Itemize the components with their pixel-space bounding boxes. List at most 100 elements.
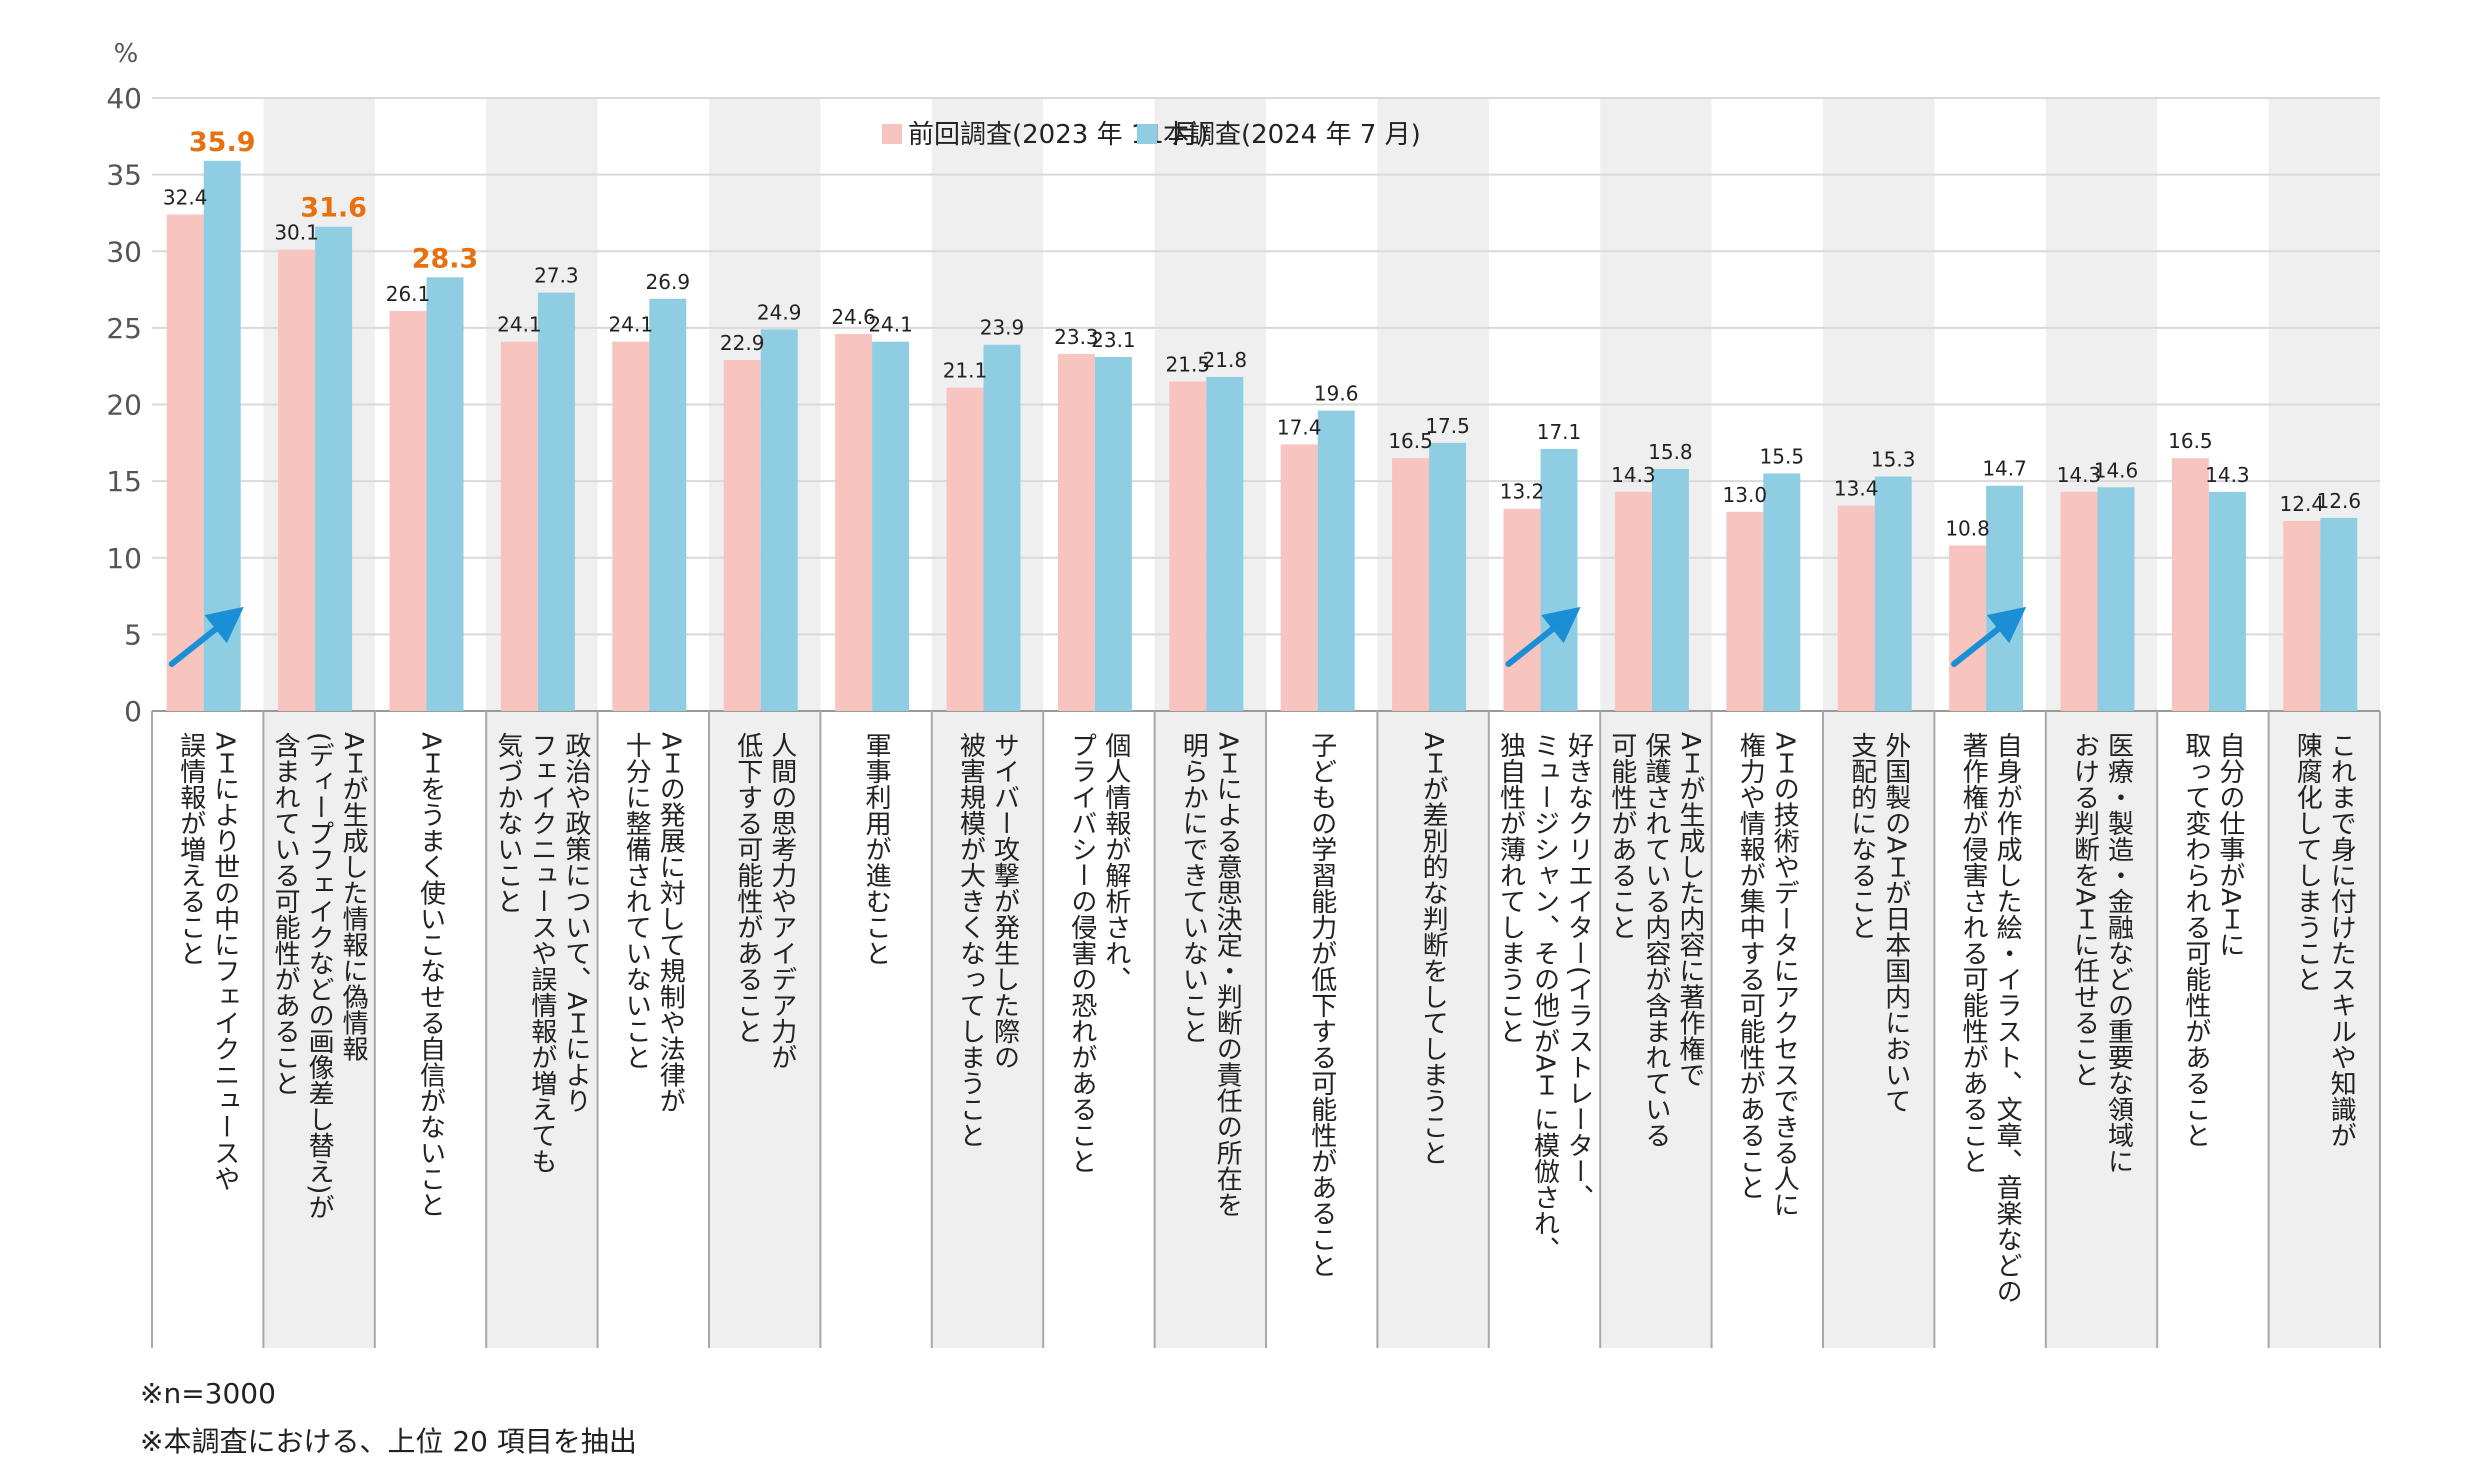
value-label: 23.1 — [1091, 328, 1136, 352]
category-label: AＩが生成した情報に偽情報(ディープフェイクなどの画像差し替え)が含まれている可… — [270, 732, 368, 1220]
bar-previous — [389, 311, 427, 711]
category-label-line: 人間の思考力やアイデア力が — [767, 732, 797, 1070]
category-label-line: フェイクニュースや誤情報が増えても — [527, 732, 557, 1174]
bar-previous — [2283, 520, 2321, 711]
bar-current — [426, 277, 464, 711]
value-label: 13.2 — [1500, 480, 1545, 504]
category-label-line: 外国製のAＩが日本国内において — [1881, 732, 1911, 1114]
value-label: 27.3 — [534, 264, 579, 288]
value-label: 21.5 — [1166, 353, 1211, 377]
category-label-line: これまで身に付けたスキルや知識が — [2326, 732, 2356, 1148]
bar-previous — [2060, 491, 2098, 711]
value-label: 13.4 — [1834, 477, 1879, 501]
y-axis: 0 5 10 15 20 25 30 35 40% — [106, 39, 142, 728]
value-label: 21.1 — [943, 359, 988, 383]
category-label-line: 明らかにできていないこと — [1178, 732, 1208, 1044]
bar-previous — [166, 214, 204, 711]
category-label-line: 保護されている内容が含まれている — [1641, 732, 1671, 1148]
value-label: 14.3 — [2057, 463, 2102, 487]
bar-current — [872, 341, 910, 711]
value-label: 32.4 — [163, 185, 208, 209]
bar-previous — [946, 387, 984, 711]
value-label: 16.5 — [1388, 429, 1433, 453]
category-label-line: 好きなクリエイター(イラストレーター、 — [1564, 732, 1594, 1210]
value-label: 12.6 — [2317, 489, 2362, 513]
value-label: 15.3 — [1871, 448, 1916, 472]
category-label-line: AＩにより世の中にフェイクニュースや — [210, 732, 240, 1192]
bar-current — [1651, 468, 1689, 711]
category-label-line: 医療・製造・金融などの重要な領域に — [2104, 732, 2134, 1174]
category-band — [2045, 98, 2158, 1348]
bars — [166, 160, 2358, 712]
bar-previous — [1057, 353, 1095, 711]
value-label: 13.0 — [1723, 483, 1768, 507]
trend-arrow-icon — [1951, 606, 2027, 667]
category-label-line: AＩの発展に対して規制や法律が — [655, 732, 685, 1114]
value-label: 15.8 — [1648, 440, 1693, 464]
category-label-line: 自身が作成した絵・イラスト、文章、音楽などの — [1992, 732, 2022, 1304]
bar-previous — [278, 249, 316, 711]
value-label: 15.5 — [1760, 444, 1805, 468]
value-label: 19.6 — [1314, 382, 1359, 406]
legend: 前回調査(2023 年 11 月)本調査(2024 年 7 月) — [882, 120, 1421, 150]
category-label: 個人情報が解析され、プライバシーの侵害の恐れがあること — [1067, 732, 1131, 1174]
category-label-line: 独自性が薄れてしまうこと — [1496, 732, 1526, 1044]
category-label-line: AＩをうまく使いこなせる自信がないこと — [416, 732, 446, 1218]
category-label: AＩが差別的な判断をしてしまうこと — [1418, 732, 1448, 1166]
y-tick-label: 20 — [106, 389, 142, 422]
y-tick-label: 5 — [124, 618, 142, 651]
bar-previous — [835, 334, 873, 711]
value-label: 17.4 — [1277, 415, 1322, 439]
value-label: 22.9 — [720, 331, 765, 355]
bar-current — [2208, 491, 2246, 711]
category-label-line: 十分に整備されていないこと — [621, 732, 651, 1070]
value-label: 24.1 — [497, 313, 542, 337]
value-label: 26.9 — [646, 270, 691, 294]
bar-previous — [1280, 444, 1318, 711]
value-label: 10.8 — [1945, 516, 1990, 540]
bar-current — [1094, 356, 1132, 711]
category-label-line: (ディープフェイクなどの画像差し替え)が — [304, 732, 334, 1220]
bar-previous — [1392, 458, 1430, 711]
category-band — [1154, 98, 1266, 1348]
footnote-method: ※本調査における、上位 20 項目を抽出 — [140, 1425, 637, 1458]
category-label-line: 権力や情報が集中する可能性があること — [1735, 732, 1765, 1200]
bar-previous — [1614, 491, 1652, 711]
value-label: 23.3 — [1054, 325, 1099, 349]
value-labels: 32.4 35.9 30.131.6 26.1 28.3 24.1 27.3 24.1 26.9… — [163, 127, 2361, 541]
category-label-line: AＩの技術やデータにアクセスできる人に — [1769, 732, 1799, 1218]
y-tick-label: 25 — [106, 312, 142, 345]
bar-current — [1317, 410, 1355, 711]
bar-current — [203, 160, 241, 711]
category-label-line: サイバー攻撃が発生した際の — [990, 732, 1020, 1070]
category-label-line: 個人情報が解析され、 — [1101, 732, 1131, 992]
value-label: 23.9 — [980, 316, 1025, 340]
category-label-line: 政治や政策について、AＩにより — [561, 732, 591, 1114]
value-label: 14.3 — [1611, 463, 1656, 487]
value-label: 21.8 — [1203, 348, 1248, 372]
value-label: 24.1 — [868, 313, 913, 337]
value-label: 35.9 — [189, 127, 256, 158]
category-bands — [263, 98, 2380, 1348]
bar-current — [760, 329, 798, 711]
value-label: 26.1 — [386, 282, 431, 306]
category-label-line: 子どもの学習能力が低下する可能性があること — [1307, 732, 1337, 1278]
legend-swatch — [1137, 124, 1157, 144]
category-label-line: 被害規模が大きくなってしまうこと — [956, 732, 986, 1148]
bar-previous — [1837, 505, 1875, 711]
trend-arrow-icon — [1505, 606, 1581, 667]
category-label-line: 軍事利用が進むこと — [861, 732, 891, 966]
trend-arrows — [168, 606, 2027, 667]
bar-current — [2320, 517, 2358, 711]
value-label: 17.1 — [1537, 420, 1582, 444]
category-label: AＩをうまく使いこなせる自信がないこと — [416, 732, 446, 1218]
category-label-line: AＩが生成した情報に偽情報 — [338, 732, 368, 1062]
